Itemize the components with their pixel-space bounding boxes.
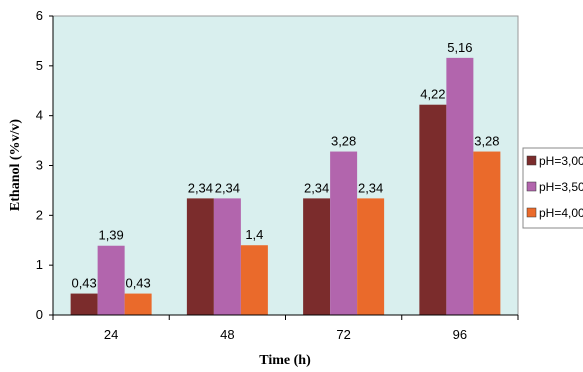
bar-ph300-24 bbox=[70, 293, 98, 315]
data-label: 3,28 bbox=[474, 134, 499, 149]
legend-label: pH=3,00 bbox=[539, 154, 583, 168]
data-label: 0,43 bbox=[71, 276, 96, 291]
legend-label: pH=4,00 bbox=[539, 206, 583, 220]
data-label: 2,34 bbox=[304, 180, 329, 195]
bar-ph400-24 bbox=[124, 293, 152, 315]
data-label: 2,34 bbox=[215, 180, 240, 195]
data-label: 3,28 bbox=[331, 134, 356, 149]
bar-ph350-72 bbox=[330, 151, 358, 315]
x-tick-label: 72 bbox=[336, 327, 350, 342]
legend-swatch bbox=[526, 207, 537, 218]
data-label: 4,22 bbox=[420, 87, 445, 102]
x-axis-title: Time (h) bbox=[259, 353, 311, 368]
x-tick-label: 24 bbox=[104, 327, 118, 342]
y-tick-label: 6 bbox=[36, 8, 43, 23]
y-ticks-group: 0 1 2 3 4 5 6 bbox=[36, 8, 53, 322]
data-label: 0,43 bbox=[125, 276, 150, 291]
legend-swatch bbox=[526, 181, 537, 192]
y-tick-label: 5 bbox=[36, 58, 43, 73]
bars-group bbox=[70, 57, 501, 316]
y-tick-label: 0 bbox=[36, 307, 43, 322]
data-label: 2,34 bbox=[188, 180, 213, 195]
x-tick-label: 48 bbox=[220, 327, 234, 342]
legend-label: pH=3,50 bbox=[539, 180, 583, 194]
y-axis-title: Ethanol (%v/v) bbox=[8, 119, 23, 212]
data-label: 1,39 bbox=[98, 228, 123, 243]
y-tick-label: 1 bbox=[36, 257, 43, 272]
data-labels-group: 0,431,390,432,34 2,341,42,343,282,344,225… bbox=[71, 40, 499, 291]
x-tick-label: 96 bbox=[453, 327, 467, 342]
bar-ph350-24 bbox=[97, 245, 125, 315]
data-label: 5,16 bbox=[447, 40, 472, 55]
bar-ph300-72 bbox=[303, 198, 331, 315]
legend: pH=3,00 pH=3,50 pH=4,00 bbox=[522, 147, 583, 229]
y-tick-label: 4 bbox=[36, 108, 43, 123]
bar-ph350-96 bbox=[446, 57, 474, 316]
bar-ph300-96 bbox=[419, 104, 447, 315]
y-tick-label: 3 bbox=[36, 158, 43, 173]
bar-ph350-48 bbox=[213, 198, 241, 315]
data-label: 2,34 bbox=[358, 180, 383, 195]
bar-ph400-48 bbox=[240, 245, 268, 315]
legend-swatch bbox=[526, 155, 537, 166]
bar-ph400-72 bbox=[357, 198, 385, 315]
bar-ph400-96 bbox=[473, 151, 501, 315]
bar-ph300-48 bbox=[186, 198, 214, 315]
x-ticks-group: 24 48 72 96 bbox=[52, 315, 519, 342]
data-label: 1,4 bbox=[245, 227, 263, 242]
y-tick-label: 2 bbox=[36, 207, 43, 222]
